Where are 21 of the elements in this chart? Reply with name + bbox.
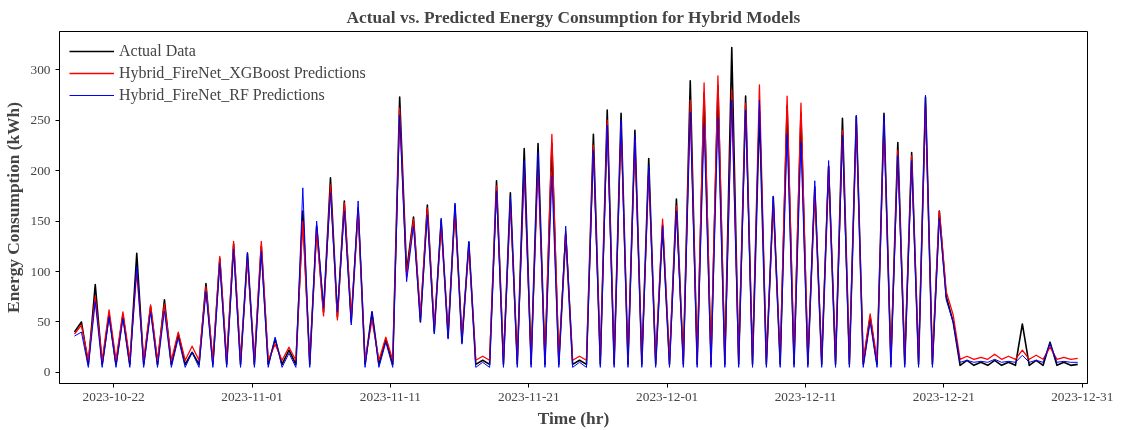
x-tick-label: 2023-12-11 bbox=[774, 388, 837, 404]
y-tick-label: 0 bbox=[43, 364, 51, 380]
x-tick-label: 2023-10-22 bbox=[82, 388, 145, 404]
y-tick-label: 250 bbox=[30, 112, 51, 128]
x-tick-label: 2023-12-21 bbox=[912, 388, 976, 404]
y-tick-label: 150 bbox=[30, 213, 51, 229]
x-tick-label: 2023-11-11 bbox=[359, 388, 422, 404]
x-tick-label: 2023-11-21 bbox=[497, 388, 560, 404]
y-tick-label: 200 bbox=[30, 162, 51, 178]
legend-label: Actual Data bbox=[119, 42, 196, 60]
y-tick-label: 300 bbox=[30, 61, 51, 77]
y-tick-label: 50 bbox=[37, 313, 51, 329]
x-tick-label: 2023-12-01 bbox=[636, 388, 699, 404]
chart-title: Actual vs. Predicted Energy Consumption for Hybrid Models bbox=[346, 7, 801, 27]
x-tick-label: 2023-12-31 bbox=[1051, 388, 1114, 404]
legend-label: Hybrid_FireNet_RF Predictions bbox=[119, 86, 325, 104]
legend-label: Hybrid_FireNet_XGBoost Predictions bbox=[119, 64, 366, 82]
x-axis-title: Time (hr) bbox=[537, 408, 610, 428]
x-tick-label: 2023-11-01 bbox=[221, 388, 283, 404]
y-axis-title: Energy Consumption (kWh) bbox=[3, 101, 23, 313]
y-tick-label: 100 bbox=[30, 263, 51, 279]
